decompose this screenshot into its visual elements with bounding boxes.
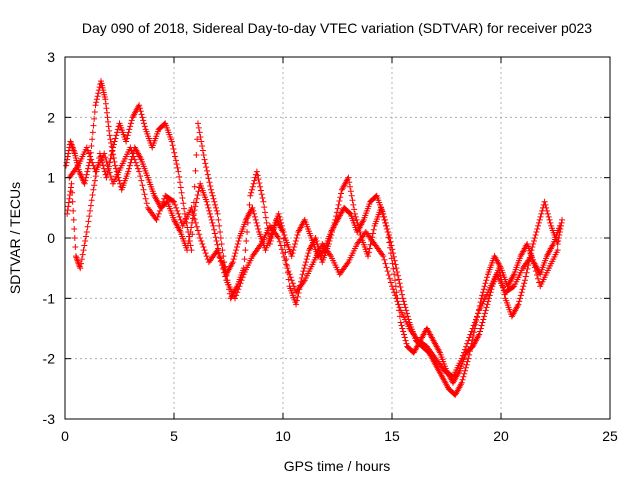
y-tick-label: 2 [47, 109, 55, 125]
x-tick-label: 10 [275, 428, 291, 444]
x-tick-label: 25 [602, 428, 618, 444]
axis-ticks: 0 5 10 15 20 25 -3 -2 -1 0 1 2 3 [43, 49, 618, 444]
y-tick-label: 1 [47, 170, 55, 186]
series-markers [66, 144, 561, 380]
y-tick-label: -1 [43, 290, 56, 306]
y-tick-label: 3 [47, 49, 55, 65]
grid-lines [65, 57, 610, 419]
x-tick-label: 0 [61, 428, 69, 444]
x-tick-label: 15 [384, 428, 400, 444]
x-tick-label: 20 [493, 428, 509, 444]
series-track-b [64, 102, 566, 386]
series-track-c [66, 144, 561, 380]
series-markers [64, 102, 566, 386]
x-tick-label: 5 [170, 428, 178, 444]
chart-title: Day 090 of 2018, Sidereal Day-to-day VTE… [82, 20, 592, 36]
y-tick-label: -3 [43, 411, 56, 427]
y-axis-label: SDTVAR / TECUs [7, 182, 23, 294]
y-tick-label: 0 [47, 230, 55, 246]
x-axis-label: GPS time / hours [284, 458, 391, 474]
data-series [63, 78, 566, 398]
y-tick-label: -2 [43, 351, 56, 367]
